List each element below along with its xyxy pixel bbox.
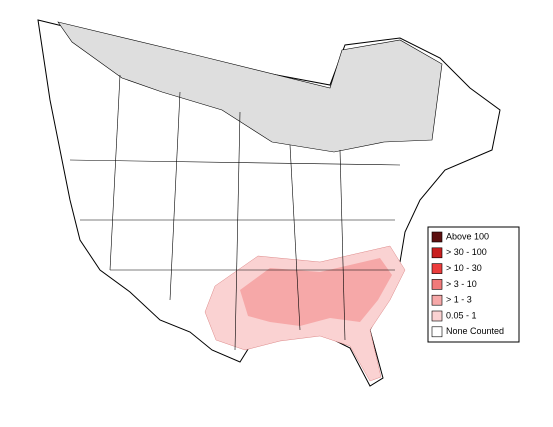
legend-label: None Counted	[446, 326, 504, 336]
border-line	[109, 74, 121, 271]
legend-label: > 10 - 30	[446, 263, 482, 273]
legend-swatch	[431, 326, 443, 338]
border-line	[169, 91, 181, 301]
legend-label: > 3 - 10	[446, 279, 477, 289]
legend-swatch	[431, 247, 443, 259]
legend-box	[427, 226, 520, 343]
legend-swatch	[431, 294, 443, 306]
legend-swatch	[431, 310, 443, 322]
legend-swatch	[431, 231, 443, 243]
legend-swatch	[431, 279, 443, 290]
boundaries	[69, 74, 401, 351]
border-line	[69, 159, 401, 166]
legend-label: > 30 - 100	[446, 247, 487, 257]
border-line	[234, 111, 241, 351]
no-count-region	[57, 21, 443, 153]
border-line	[339, 149, 346, 341]
legend-swatch	[431, 263, 443, 274]
legend-label: > 1 - 3	[446, 295, 472, 305]
legend-label: 0.05 - 1	[446, 310, 477, 320]
legend-label: Above 100	[446, 231, 489, 241]
pink-range	[240, 258, 392, 326]
border-line	[289, 144, 301, 331]
